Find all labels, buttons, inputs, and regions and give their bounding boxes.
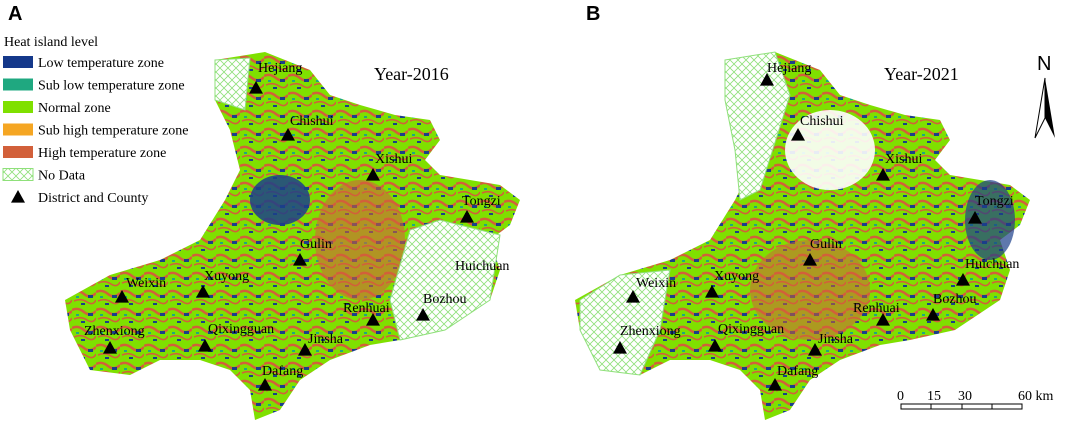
legend-label: District and County [38, 191, 148, 206]
place-label: Zhenxiong [84, 324, 145, 339]
scale-bar: 0 15 30 60 km [897, 389, 1054, 410]
district-marker [808, 343, 822, 356]
district-marker [791, 128, 805, 141]
place-label: Dafang [262, 364, 303, 379]
place-label: Renhuai [853, 301, 900, 316]
district-marker [366, 168, 380, 181]
district-marker [968, 211, 982, 224]
legend-label: Normal zone [38, 101, 111, 116]
place-label: Huichuan [455, 259, 509, 274]
district-marker [196, 285, 210, 298]
district-marker [460, 210, 474, 223]
map-b [575, 51, 1030, 420]
scale-label: 60 km [1018, 389, 1054, 404]
place-label: Hejiang [258, 61, 302, 76]
district-marker [366, 313, 380, 326]
place-label: Tongzi [975, 194, 1014, 209]
district-marker [115, 290, 129, 303]
place-label: Jinsha [308, 332, 344, 347]
place-label: Chishui [290, 114, 334, 129]
place-label: Qixingguan [208, 322, 274, 337]
district-marker [768, 378, 782, 391]
district-marker [103, 341, 117, 354]
legend-swatch [3, 56, 33, 68]
district-marker [416, 308, 430, 321]
district-marker [249, 81, 263, 94]
district-marker [198, 339, 212, 352]
north-label: N [1037, 53, 1051, 75]
north-arrow: N [1034, 53, 1055, 139]
place-label: Hejiang [767, 61, 811, 76]
district-marker [11, 190, 25, 203]
place-label: Chishui [800, 114, 844, 129]
place-label: Zhenxiong [620, 324, 681, 339]
legend-label: Low temperature zone [38, 56, 164, 71]
legend-label: Sub high temperature zone [38, 124, 188, 139]
legend-swatch [2, 168, 34, 181]
district-marker [803, 253, 817, 266]
place-label: Xishui [885, 152, 922, 167]
place-label: Weixin [126, 276, 166, 291]
district-marker [613, 341, 627, 354]
place-label: Bozhou [933, 292, 977, 307]
place-label: Xuyong [204, 269, 249, 284]
panel-label: B [586, 3, 600, 25]
place-label: Jinsha [818, 332, 854, 347]
place-label: Bozhou [423, 292, 467, 307]
legend-label: Sub low temperature zone [38, 79, 185, 94]
district-marker [876, 313, 890, 326]
legend-label: High temperature zone [38, 146, 166, 161]
district-marker [258, 378, 272, 391]
legend-swatch [3, 123, 33, 136]
place-label: Tongzi [462, 194, 501, 209]
place-label: Xishui [375, 152, 412, 167]
map-a [65, 52, 520, 420]
panel-label: A [8, 3, 22, 25]
legend-title: Heat island level [4, 35, 98, 50]
district-marker [705, 285, 719, 298]
scale-label: 15 [927, 389, 941, 404]
legend-label: No Data [38, 169, 86, 184]
place-label: Qixingguan [718, 322, 784, 337]
place-label: Renhuai [343, 301, 390, 316]
place-label: Gulin [810, 237, 842, 252]
district-marker [876, 168, 890, 181]
district-marker [626, 290, 640, 303]
place-label: Huichuan [965, 257, 1019, 272]
district-marker [281, 128, 295, 141]
place-label: Xuyong [714, 269, 759, 284]
place-label: Weixin [636, 276, 676, 291]
place-label: Dafang [777, 364, 818, 379]
district-marker [926, 308, 940, 321]
place-label: Gulin [300, 237, 332, 252]
year-label: Year-2016 [374, 64, 449, 84]
district-marker [293, 253, 307, 266]
scale-label: 30 [958, 389, 972, 404]
legend-swatch [3, 146, 33, 158]
scale-label: 0 [897, 389, 904, 404]
year-label: Year-2021 [884, 64, 959, 84]
legend-swatch [3, 78, 33, 91]
district-marker [760, 73, 774, 86]
district-marker [956, 273, 970, 286]
legend-swatch [3, 101, 33, 113]
legend: Heat island level Low temperature zone Su… [0, 32, 205, 208]
district-marker [708, 339, 722, 352]
district-marker [298, 343, 312, 356]
